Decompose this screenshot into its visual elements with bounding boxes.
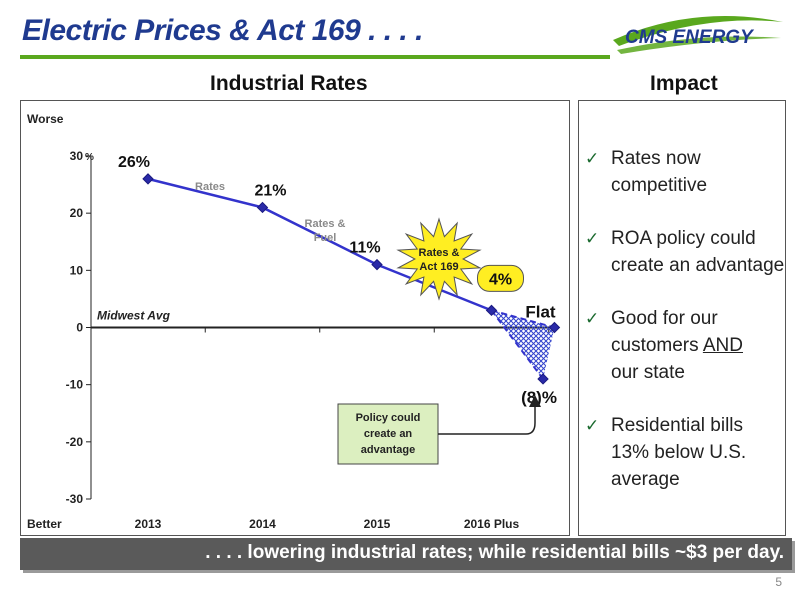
impact-line: create an advantage [611, 255, 785, 276]
data-point [548, 321, 561, 334]
title-underline [20, 55, 610, 59]
data-point [485, 304, 498, 317]
impact-line: ROA policy could [611, 228, 756, 249]
data-label: 4% [489, 271, 512, 288]
industrial-rates-chart: 30 20 10 0 -10 -20 -30% 2013 2014 2015 2016 Plus Wo… [20, 100, 570, 536]
policy-arrow [438, 395, 541, 435]
page-number: 5 [775, 575, 782, 589]
x-tick-label: 2013 [135, 517, 162, 531]
series-line [147, 177, 492, 312]
impact-line: 13% below U.S. [611, 442, 747, 463]
policy-box-label: Policy could [356, 412, 421, 424]
policy-box-label: create an [364, 428, 413, 440]
data-label: 21% [254, 182, 286, 199]
chart-svg: 30 20 10 0 -10 -20 -30% 2013 2014 2015 2016 Plus Wo… [27, 112, 561, 531]
starburst-label: Rates & [419, 247, 460, 259]
impact-line: Good for our [611, 308, 718, 329]
starburst-label: Act 169 [419, 261, 458, 273]
data-label: 11% [349, 240, 380, 257]
data-point [371, 258, 383, 271]
checkmark-icon: ✓ [585, 416, 600, 435]
x-tick-label: 2014 [249, 517, 276, 531]
y-tick-label: 0 [76, 321, 83, 335]
data-point [537, 373, 549, 385]
impact-panel: ✓ Rates now competitive ✓ ROA policy could cr… [578, 100, 786, 536]
policy-line-flat [491, 309, 555, 329]
impact-line: competitive [611, 175, 708, 196]
cms-energy-logo: CMS ENERGY [613, 16, 783, 54]
y-tick-label: -20 [66, 435, 84, 449]
impact-item: ✓ Good for our customers AND our state [585, 305, 785, 386]
rates-fuel-annotation: Rates & [305, 218, 346, 230]
impact-line: our state [611, 362, 685, 383]
x-tick-label: 2015 [364, 517, 391, 531]
worse-label: Worse [27, 112, 64, 126]
slide-title: Electric Prices & Act 169 . . . . [22, 14, 423, 47]
rates-fuel-annotation: Fuel [314, 232, 337, 244]
checkmark-icon: ✓ [585, 149, 600, 168]
y-tick-label: -30 [66, 492, 84, 506]
checkmark-icon: ✓ [585, 229, 600, 248]
impact-item: ✓ Rates now competitive [585, 145, 785, 199]
impact-line: Rates now [611, 148, 701, 169]
y-tick-label: 30 [70, 149, 84, 163]
banner-text: . . . . lowering industrial rates; while… [205, 542, 784, 563]
policy-wedge [491, 310, 555, 379]
impact-text: ROA policy could create an advantage [611, 225, 784, 279]
minus-eight-label: (8)% [521, 388, 557, 407]
footer-banner: . . . . lowering industrial rates; while… [20, 538, 792, 570]
y-unit-label: % [85, 152, 94, 163]
logo-text: CMS ENERGY [625, 27, 755, 48]
midwest-avg-label: Midwest Avg [97, 309, 171, 323]
y-tick-label: -10 [66, 378, 84, 392]
policy-box-label: advantage [361, 444, 415, 456]
impact-item: ✓ Residential bills 13% below U.S. average [585, 412, 785, 493]
data-label: 26% [118, 154, 150, 171]
x-tick-label: 2016 Plus [464, 517, 520, 531]
policy-line-down [490, 309, 544, 380]
flat-label: Flat [525, 303, 556, 322]
policy-box [337, 403, 439, 465]
rates-annotation: Rates [195, 181, 225, 193]
impact-line: average [611, 469, 680, 490]
impact-item: ✓ ROA policy could create an advantage [585, 225, 785, 279]
better-label: Better [27, 517, 62, 531]
checkmark-icon: ✓ [585, 309, 600, 328]
y-tick-label: 10 [70, 263, 84, 277]
impact-text: Good for our customers AND our state [611, 305, 743, 386]
four-percent-badge [477, 264, 524, 292]
impact-heading: Impact [650, 72, 718, 95]
y-tick-label: 20 [70, 206, 84, 220]
impact-list: ✓ Rates now competitive ✓ ROA policy could cr… [585, 145, 785, 519]
impact-line: Residential bills [611, 415, 744, 436]
impact-text: Rates now competitive [611, 145, 707, 199]
data-point [142, 173, 154, 185]
data-point [256, 201, 269, 214]
starburst [396, 217, 482, 301]
impact-line: customers AND [611, 335, 743, 356]
chart-heading: Industrial Rates [210, 72, 368, 95]
logo-swoosh [613, 16, 783, 46]
impact-text: Residential bills 13% below U.S. average [611, 412, 746, 493]
